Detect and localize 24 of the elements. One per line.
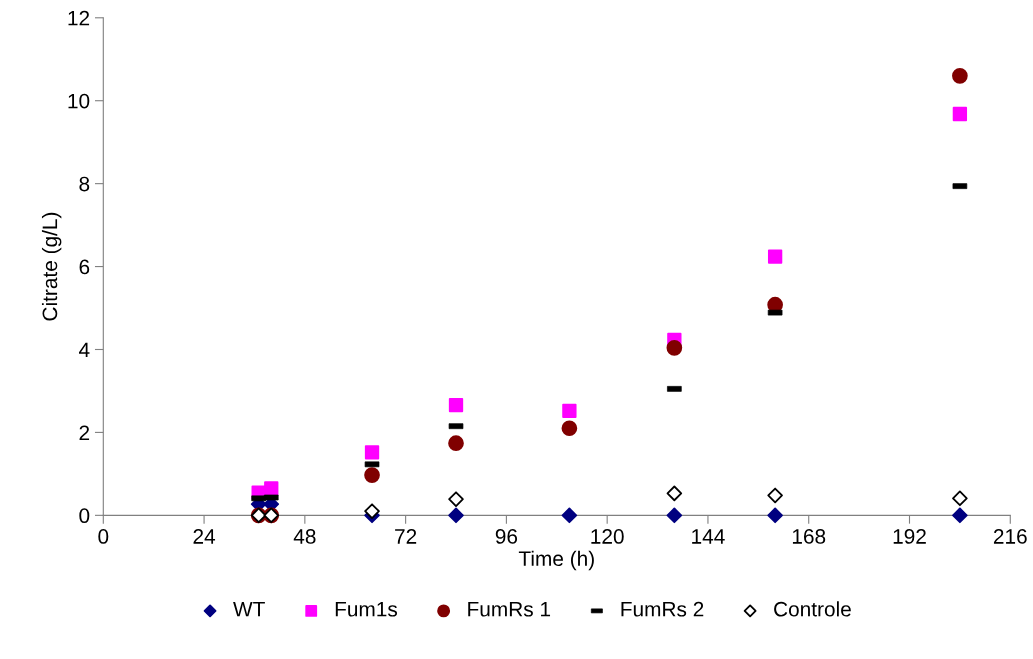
x-tick-label: 0: [98, 529, 109, 544]
legend-label: Controle: [774, 601, 851, 617]
y-tick-label: 4: [79, 342, 90, 358]
legend-label: FumRs 1: [468, 602, 551, 617]
legend-label: WT: [233, 602, 265, 617]
y-tick-label: 0: [79, 508, 90, 524]
y-tick-label: 8: [79, 176, 90, 192]
x-tick-label: 24: [193, 529, 216, 544]
x-tick-label: 216: [993, 529, 1027, 544]
y-tick-label: 2: [79, 425, 90, 440]
y-tick-label: 6: [79, 259, 90, 275]
x-tick-label: 144: [692, 529, 725, 544]
legend-label: Fum1s: [335, 602, 398, 617]
x-tick-label: 72: [395, 529, 417, 544]
y-axis-title: Citrate (g/L): [41, 212, 62, 321]
x-tick-label: 120: [591, 529, 624, 544]
x-tick-label: 168: [792, 529, 826, 544]
y-tick-label: 12: [68, 10, 90, 26]
x-tick-label: 96: [495, 529, 518, 544]
x-tick-label: 192: [893, 529, 926, 544]
x-tick-label: 48: [293, 529, 316, 544]
legend-label: FumRs 2: [621, 601, 704, 617]
x-axis-title: Time (h): [518, 550, 594, 571]
y-tick-label: 10: [68, 93, 90, 109]
